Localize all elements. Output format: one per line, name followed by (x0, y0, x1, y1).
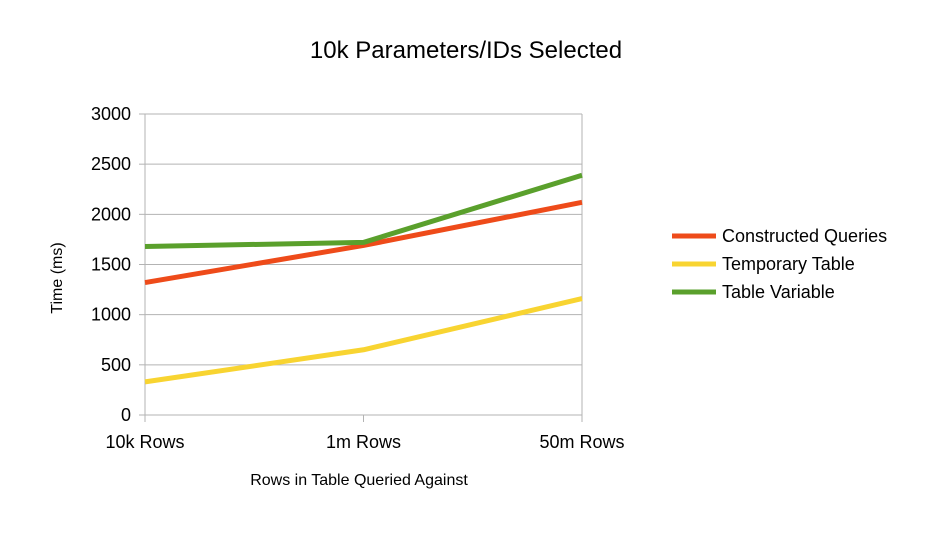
y-tick-label: 1000 (91, 305, 131, 325)
legend-label: Table Variable (722, 282, 835, 302)
y-tick-labels: 0 500 1000 1500 2000 2500 3000 (91, 104, 131, 425)
legend: Constructed Queries Temporary Table Table … (672, 226, 887, 302)
y-tick-label: 3000 (91, 104, 131, 124)
series-line-table-variable (144, 172, 583, 249)
y-tick-label: 2000 (91, 204, 131, 224)
chart-title: 10k Parameters/IDs Selected (310, 37, 622, 64)
legend-label: Constructed Queries (722, 226, 887, 246)
x-tick-label: 50m Rows (539, 432, 624, 452)
y-axis-label: Time (ms) (49, 242, 66, 313)
axes (139, 113, 583, 422)
y-tick-label: 1500 (91, 255, 131, 275)
legend-label: Temporary Table (722, 254, 855, 274)
series-line-temporary-table (144, 296, 583, 385)
x-tick-label: 1m Rows (326, 432, 401, 452)
gridlines (145, 113, 582, 416)
x-axis-label: Rows in Table Queried Against (250, 472, 468, 489)
series-lines (144, 172, 583, 385)
y-tick-label: 0 (121, 405, 131, 425)
y-tick-label: 500 (101, 355, 131, 375)
series-line-constructed-queries (144, 199, 583, 286)
x-tick-labels: 10k Rows 1m Rows 50m Rows (105, 432, 624, 452)
y-tick-label: 2500 (91, 154, 131, 174)
x-tick-label: 10k Rows (105, 432, 184, 452)
